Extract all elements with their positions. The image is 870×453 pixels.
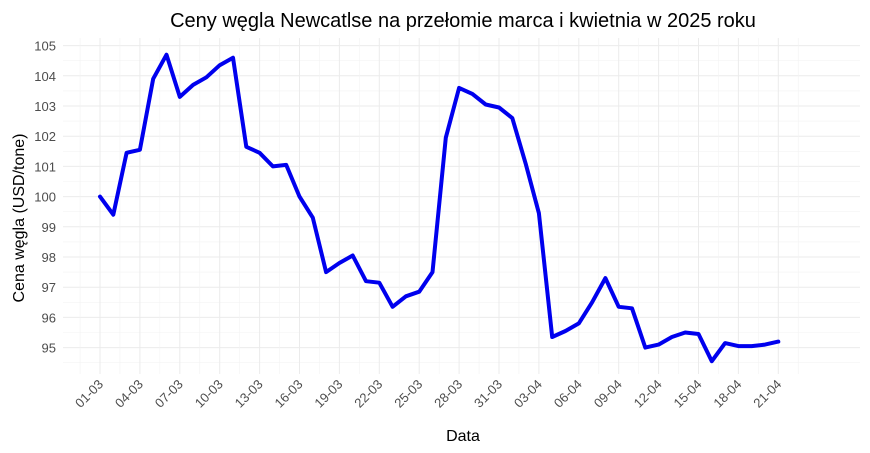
price-series-line	[98, 52, 781, 364]
x-tick-label: 13-03	[232, 377, 266, 411]
y-tick-label: 101	[34, 159, 56, 174]
y-tick-label: 97	[42, 280, 56, 295]
x-tick-label: 22-03	[351, 377, 385, 411]
chart-title: Ceny węgla Newcatlse na przełomie marca …	[170, 10, 756, 32]
y-tick-label: 105	[34, 39, 56, 54]
x-tick-label: 09-04	[591, 377, 625, 411]
x-tick-label: 25-03	[391, 377, 425, 411]
y-tick-label: 95	[42, 341, 56, 356]
x-tick-label: 18-04	[710, 377, 744, 411]
x-tick-label: 07-03	[152, 377, 186, 411]
x-tick-label: 15-04	[671, 377, 705, 411]
x-tick-label: 21-04	[750, 377, 784, 411]
x-tick-label: 01-03	[72, 377, 106, 411]
x-tick-label: 31-03	[471, 377, 505, 411]
y-axis-ticks: 95 96 97 98 99 100 101 102 103 104 105	[34, 39, 56, 356]
y-tick-label: 96	[42, 310, 56, 325]
y-tick-label: 99	[42, 220, 56, 235]
y-axis-title: Cena węgla (USD/tone)	[11, 134, 28, 303]
x-axis-ticks: 01-03 04-03 07-03 10-03 13-03 16-03 19-03 22-03…	[72, 377, 784, 411]
x-tick-label: 12-04	[631, 377, 665, 411]
grid	[63, 38, 860, 374]
y-tick-label: 104	[34, 69, 56, 84]
x-tick-label: 10-03	[192, 377, 226, 411]
x-tick-label: 19-03	[311, 377, 345, 411]
x-tick-label: 03-04	[511, 377, 545, 411]
x-tick-label: 04-03	[112, 377, 146, 411]
y-tick-label: 98	[42, 250, 56, 265]
x-tick-label: 28-03	[431, 377, 465, 411]
y-tick-label: 100	[34, 190, 56, 205]
series-layer	[98, 52, 781, 364]
y-tick-label: 103	[34, 99, 56, 114]
x-axis-title: Data	[446, 428, 480, 445]
y-tick-label: 102	[34, 129, 56, 144]
x-tick-label: 06-04	[551, 377, 585, 411]
x-tick-label: 16-03	[272, 377, 306, 411]
